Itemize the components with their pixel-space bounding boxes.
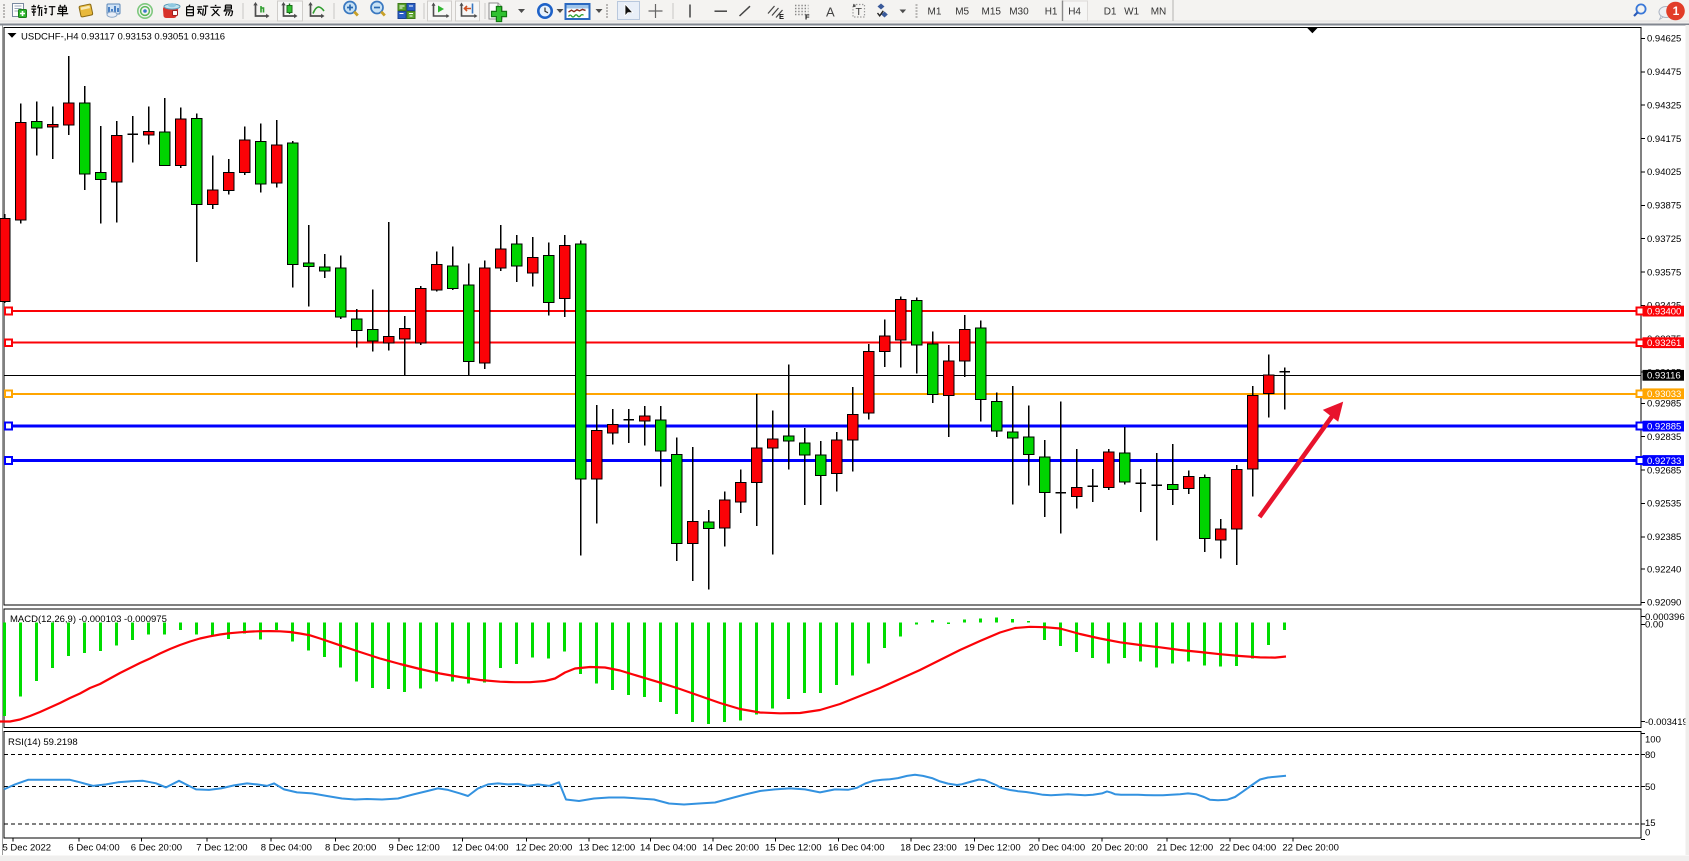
svg-text:0.00: 0.00 xyxy=(1645,620,1664,631)
svg-text:14 Dec 04:00: 14 Dec 04:00 xyxy=(640,843,697,854)
svg-text:0.93400: 0.93400 xyxy=(1647,307,1681,318)
svg-text:20 Dec 04:00: 20 Dec 04:00 xyxy=(1029,843,1086,854)
svg-text:6 Dec 20:00: 6 Dec 20:00 xyxy=(131,843,182,854)
svg-text:0.92835: 0.92835 xyxy=(1647,432,1681,443)
svg-text:7 Dec 12:00: 7 Dec 12:00 xyxy=(196,843,247,854)
svg-text:0: 0 xyxy=(1645,828,1650,839)
svg-text:0.93575: 0.93575 xyxy=(1647,267,1681,278)
svg-text:0.94625: 0.94625 xyxy=(1647,34,1681,45)
svg-text:0.93261: 0.93261 xyxy=(1647,338,1681,349)
svg-text:E: E xyxy=(779,12,784,21)
svg-text:0.92985: 0.92985 xyxy=(1647,399,1681,410)
svg-text:12 Dec 04:00: 12 Dec 04:00 xyxy=(452,843,509,854)
svg-text:W1: W1 xyxy=(1124,7,1139,18)
svg-text:5 Dec 2022: 5 Dec 2022 xyxy=(3,843,52,854)
svg-text:0.93725: 0.93725 xyxy=(1647,234,1681,245)
svg-text:13 Dec 12:00: 13 Dec 12:00 xyxy=(579,843,636,854)
svg-text:T: T xyxy=(856,6,863,18)
svg-text:0.92685: 0.92685 xyxy=(1647,465,1681,476)
svg-text:19 Dec 12:00: 19 Dec 12:00 xyxy=(964,843,1021,854)
svg-text:MACD(12,26,9) -0.000103 -0.000: MACD(12,26,9) -0.000103 -0.000975 xyxy=(10,614,167,625)
svg-text:0.92733: 0.92733 xyxy=(1647,456,1681,467)
svg-text:0.94025: 0.94025 xyxy=(1647,167,1681,178)
svg-text:M30: M30 xyxy=(1009,7,1029,18)
svg-text:D1: D1 xyxy=(1104,7,1117,18)
svg-text:20 Dec 20:00: 20 Dec 20:00 xyxy=(1091,843,1148,854)
svg-text:MN: MN xyxy=(1151,7,1167,18)
svg-text:100: 100 xyxy=(1645,735,1661,746)
svg-text:18 Dec 23:00: 18 Dec 23:00 xyxy=(900,843,957,854)
svg-text:0.93033: 0.93033 xyxy=(1647,389,1681,400)
svg-text:0.92240: 0.92240 xyxy=(1647,564,1681,575)
svg-text:22 Dec 20:00: 22 Dec 20:00 xyxy=(1282,843,1339,854)
svg-text:15: 15 xyxy=(1645,818,1656,829)
svg-text:A: A xyxy=(826,5,835,20)
svg-text:0.92535: 0.92535 xyxy=(1647,499,1681,510)
svg-text:-0.003419: -0.003419 xyxy=(1645,717,1688,728)
svg-text:15 Dec 12:00: 15 Dec 12:00 xyxy=(765,843,822,854)
svg-text:0.93875: 0.93875 xyxy=(1647,201,1681,212)
svg-text:50: 50 xyxy=(1645,782,1656,793)
svg-text:8 Dec 20:00: 8 Dec 20:00 xyxy=(325,843,376,854)
svg-text:F: F xyxy=(805,13,810,22)
svg-text:0.92885: 0.92885 xyxy=(1647,422,1681,433)
svg-text:M1: M1 xyxy=(928,7,942,18)
svg-text:0.93116: 0.93116 xyxy=(1647,371,1681,382)
svg-text:0.92090: 0.92090 xyxy=(1647,598,1681,609)
svg-text:22 Dec 04:00: 22 Dec 04:00 xyxy=(1220,843,1277,854)
svg-text:USDCHF-,H4 0.93117 0.93153 0.: USDCHF-,H4 0.93117 0.93153 0.93051 0.931… xyxy=(21,32,225,43)
svg-text:21 Dec 12:00: 21 Dec 12:00 xyxy=(1157,843,1214,854)
svg-text:8 Dec 04:00: 8 Dec 04:00 xyxy=(261,843,312,854)
svg-text:1: 1 xyxy=(1673,4,1680,18)
svg-text:RSI(14) 59.2198: RSI(14) 59.2198 xyxy=(8,737,78,748)
svg-text:80: 80 xyxy=(1645,750,1656,761)
svg-text:H4: H4 xyxy=(1068,7,1081,18)
svg-text:0.000396: 0.000396 xyxy=(1645,612,1685,623)
svg-text:0.94175: 0.94175 xyxy=(1647,134,1681,145)
svg-text:12 Dec 20:00: 12 Dec 20:00 xyxy=(516,843,573,854)
svg-text:0.92385: 0.92385 xyxy=(1647,532,1681,543)
svg-text:14 Dec 20:00: 14 Dec 20:00 xyxy=(703,843,760,854)
svg-text:9 Dec 12:00: 9 Dec 12:00 xyxy=(389,843,440,854)
svg-text:0.94325: 0.94325 xyxy=(1647,100,1681,111)
svg-text:H1: H1 xyxy=(1045,7,1058,18)
svg-text:M5: M5 xyxy=(955,7,969,18)
svg-text:M15: M15 xyxy=(982,7,1002,18)
svg-text:6 Dec 04:00: 6 Dec 04:00 xyxy=(68,843,119,854)
svg-text:0.94475: 0.94475 xyxy=(1647,67,1681,78)
svg-text:16 Dec 04:00: 16 Dec 04:00 xyxy=(828,843,885,854)
